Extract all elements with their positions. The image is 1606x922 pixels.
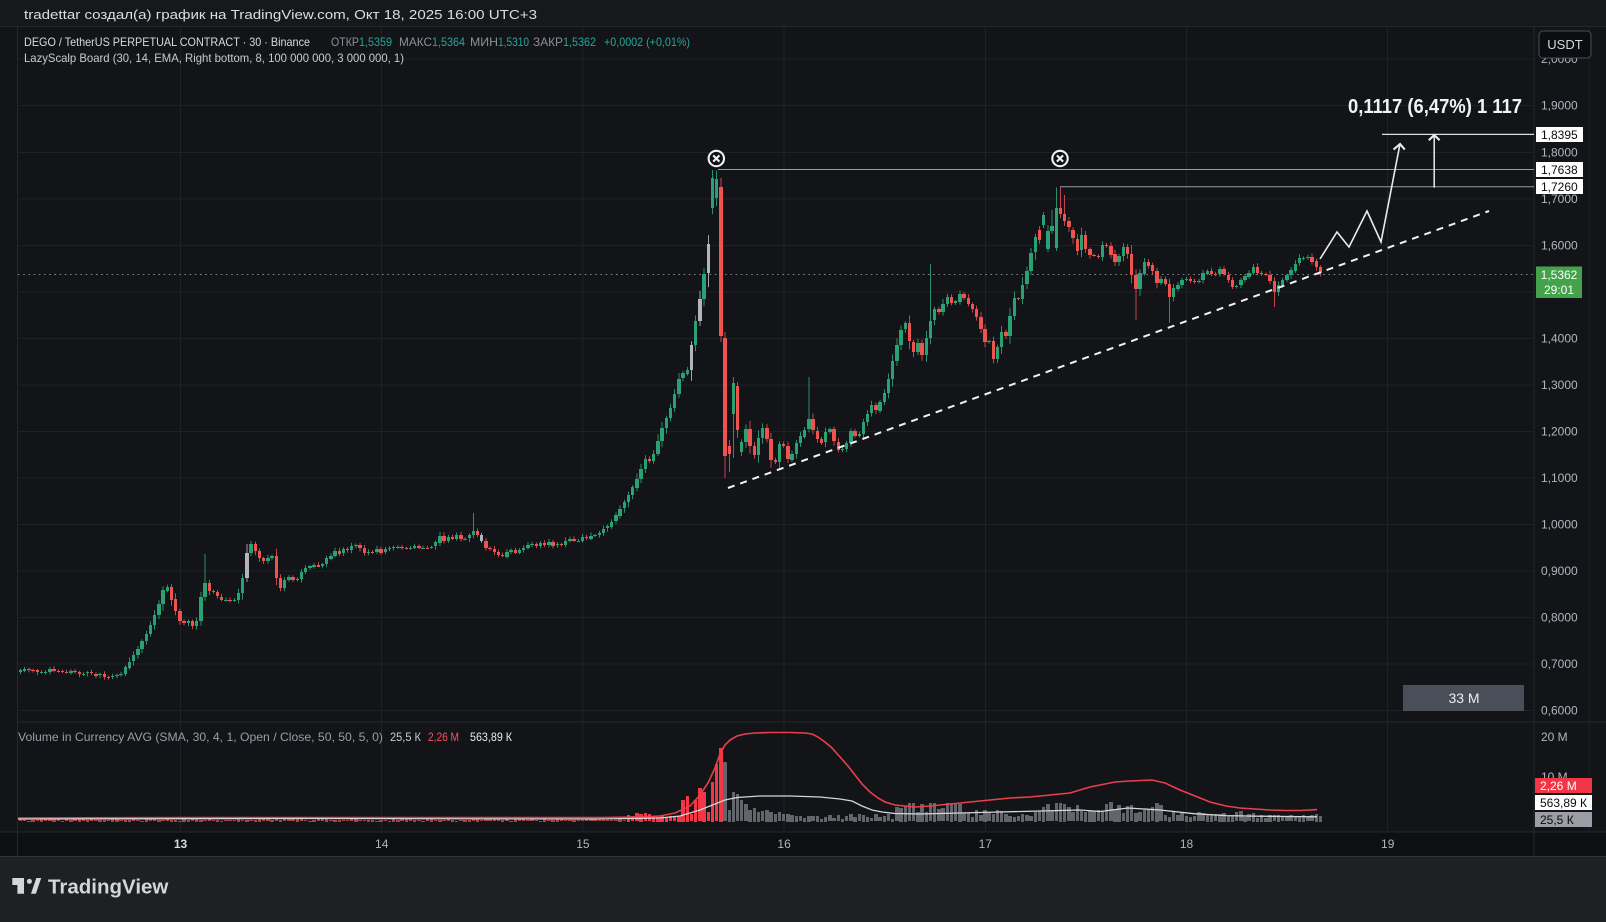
svg-text:19: 19 bbox=[1381, 837, 1395, 851]
svg-text:1,7260: 1,7260 bbox=[1541, 180, 1578, 194]
svg-text:Volume in Currency AVG (SMA, 3: Volume in Currency AVG (SMA, 30, 4, 1, O… bbox=[18, 730, 383, 744]
svg-text:МАКС: МАКС bbox=[399, 35, 432, 49]
svg-text:1,5362: 1,5362 bbox=[1541, 268, 1578, 282]
svg-text:0,8000: 0,8000 bbox=[1541, 611, 1578, 625]
svg-text:563,89 К: 563,89 К bbox=[1540, 796, 1587, 810]
svg-text:2,26 М: 2,26 М bbox=[1540, 779, 1577, 793]
svg-text:1,8000: 1,8000 bbox=[1541, 145, 1578, 159]
svg-text:0,7000: 0,7000 bbox=[1541, 657, 1578, 671]
svg-text:+0,0002 (+0,01%): +0,0002 (+0,01%) bbox=[604, 35, 690, 49]
svg-text:ОТКР: ОТКР bbox=[331, 35, 359, 49]
svg-text:1,8395: 1,8395 bbox=[1541, 128, 1578, 142]
svg-text:0,6000: 0,6000 bbox=[1541, 704, 1578, 718]
svg-text:1,9000: 1,9000 bbox=[1541, 99, 1578, 113]
svg-text:LazyScalp Board (30, 14, EMA,: LazyScalp Board (30, 14, EMA, Right bott… bbox=[24, 51, 404, 65]
svg-text:25,5 К: 25,5 К bbox=[1540, 813, 1574, 827]
svg-text:1,5359: 1,5359 bbox=[359, 35, 392, 49]
svg-text:ЗАКР: ЗАКР bbox=[533, 35, 563, 49]
svg-text:1,3000: 1,3000 bbox=[1541, 378, 1578, 392]
svg-text:29:01: 29:01 bbox=[1544, 283, 1574, 297]
svg-text:0,9000: 0,9000 bbox=[1541, 564, 1578, 578]
svg-text:2,26 М: 2,26 М bbox=[428, 730, 459, 744]
svg-text:0,1117 (6,47%) 1 117: 0,1117 (6,47%) 1 117 bbox=[1348, 96, 1522, 118]
svg-text:МИН: МИН bbox=[470, 35, 498, 49]
svg-text:18: 18 bbox=[1180, 837, 1194, 851]
svg-text:DEGO / TetherUS PERPETUAL CONT: DEGO / TetherUS PERPETUAL CONTRACT · 30 … bbox=[24, 35, 310, 49]
svg-text:USDT: USDT bbox=[1547, 37, 1582, 52]
svg-text:20 М: 20 М bbox=[1541, 730, 1568, 744]
svg-text:1,2000: 1,2000 bbox=[1541, 424, 1578, 438]
svg-text:25,5 К: 25,5 К bbox=[390, 730, 421, 744]
svg-text:1,0000: 1,0000 bbox=[1541, 517, 1578, 531]
svg-text:17: 17 bbox=[979, 837, 993, 851]
svg-text:1,5364: 1,5364 bbox=[432, 35, 465, 49]
svg-text:15: 15 bbox=[576, 837, 590, 851]
svg-text:13: 13 bbox=[174, 837, 188, 851]
svg-text:16: 16 bbox=[777, 837, 791, 851]
svg-text:33 М: 33 М bbox=[1448, 690, 1479, 706]
svg-text:tradettar создал(а) график на: tradettar создал(а) график на TradingVie… bbox=[24, 7, 537, 22]
svg-text:1,4000: 1,4000 bbox=[1541, 331, 1578, 345]
svg-text:TradingView: TradingView bbox=[48, 876, 168, 899]
svg-text:1,7638: 1,7638 bbox=[1541, 163, 1578, 177]
svg-text:1,5310: 1,5310 bbox=[498, 35, 529, 49]
svg-text:14: 14 bbox=[375, 837, 389, 851]
svg-text:1,1000: 1,1000 bbox=[1541, 471, 1578, 485]
svg-text:563,89 К: 563,89 К bbox=[470, 730, 512, 744]
svg-text:1,5362: 1,5362 bbox=[563, 35, 596, 49]
svg-text:1,6000: 1,6000 bbox=[1541, 238, 1578, 252]
svg-text:1,7000: 1,7000 bbox=[1541, 192, 1578, 206]
